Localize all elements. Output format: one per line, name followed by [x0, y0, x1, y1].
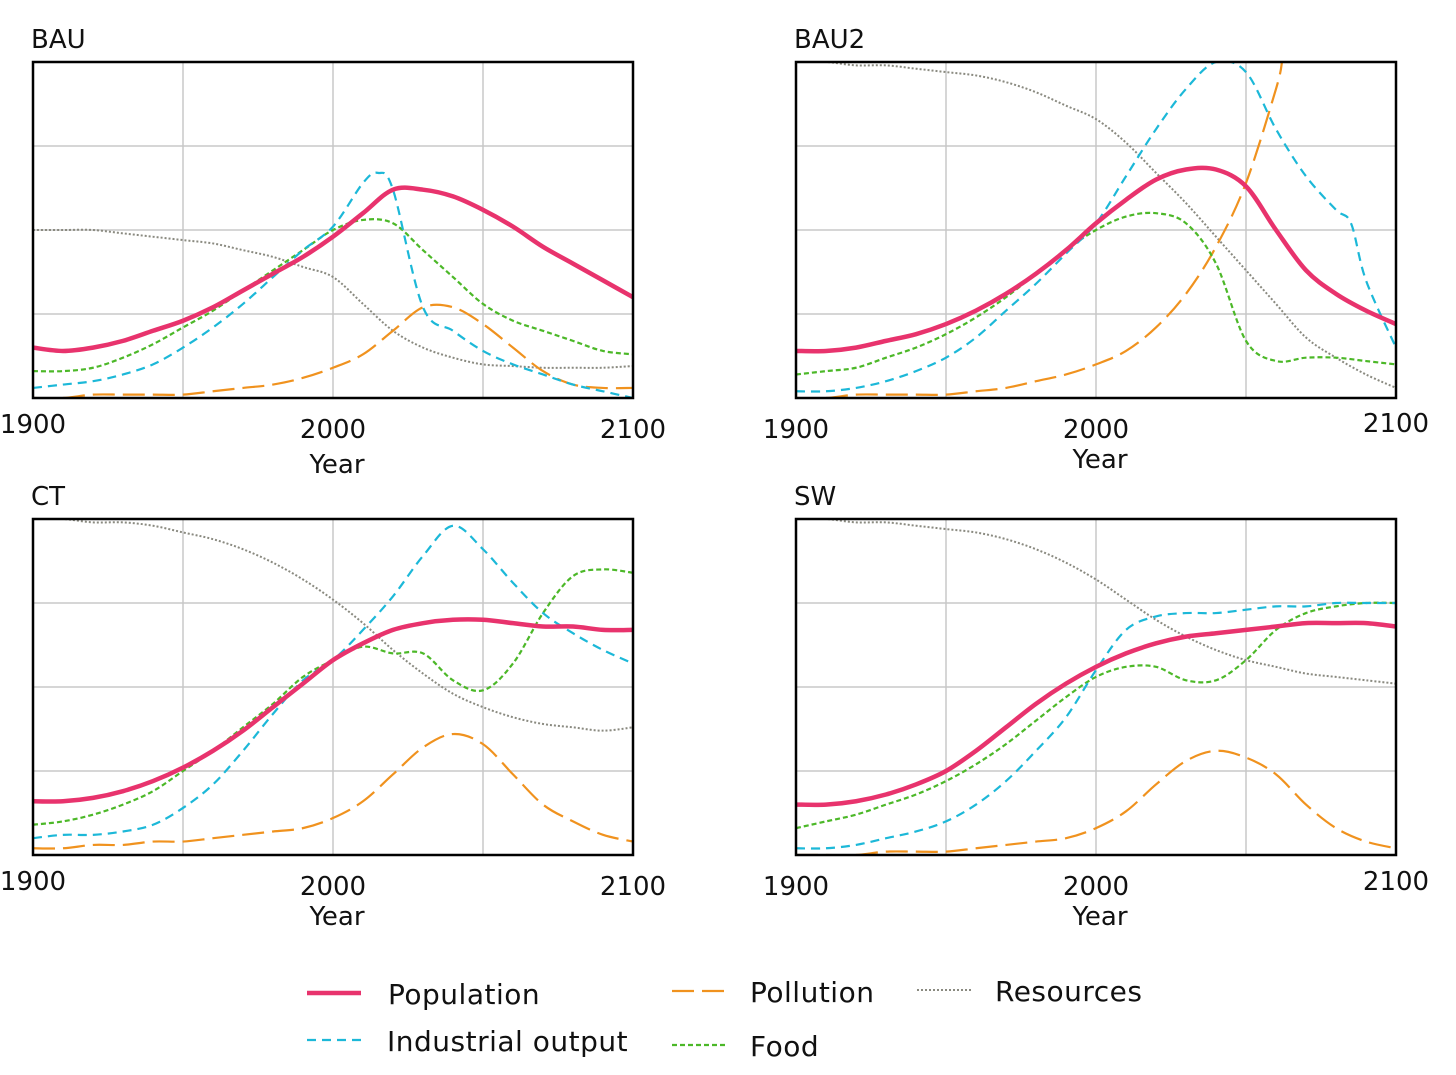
x-axis-label: Year [308, 902, 364, 932]
panel-title: SW [794, 482, 836, 512]
chart-panel-sw: SW 1900 2000 2100 Year [763, 482, 1429, 932]
x-tick-label: 2000 [300, 415, 366, 445]
legend-label: Pollution [750, 976, 874, 1009]
panel-title: CT [31, 482, 65, 512]
series-group [33, 519, 633, 850]
legend-label: Food [750, 1030, 819, 1063]
series-line-pollution [33, 732, 633, 850]
x-tick-label: 2000 [1063, 872, 1129, 902]
legend-label: Resources [995, 975, 1143, 1008]
series-line-industrial-output [796, 62, 1396, 393]
x-tick-label: 1900 [0, 867, 66, 897]
series-line-resources [796, 62, 1396, 389]
series-line-resources [33, 519, 633, 732]
series-line-pollution [796, 62, 1284, 398]
series-line-food [796, 601, 1396, 830]
plot-frame [31, 517, 635, 857]
panel-title: BAU [31, 25, 86, 55]
gridlines [796, 519, 1396, 855]
x-axis-label: Year [308, 450, 364, 480]
chart-panel-bau: BAU 1900 2000 2100 Year [0, 25, 666, 480]
series-line-population [33, 185, 633, 354]
series-line-industrial-output [33, 171, 633, 398]
chart-panel-ct: CT 1900 2000 2100 Year [0, 482, 666, 932]
x-tick-label: 2100 [600, 415, 666, 445]
x-axis-label: Year [1071, 445, 1127, 475]
legend-item-resources: Resources [917, 975, 1143, 1008]
legend-label: Population [388, 978, 540, 1011]
legend: Population Industrial output Pollution Food… [307, 975, 1143, 1063]
plot-frame [31, 60, 635, 400]
x-tick-label: 2100 [1363, 867, 1429, 897]
x-tick-label: 2000 [1063, 415, 1129, 445]
plot-frame [794, 60, 1398, 400]
legend-label: Industrial output [387, 1025, 628, 1058]
legend-item-pollution: Pollution [672, 976, 874, 1009]
series-line-population [33, 617, 633, 804]
gridlines [33, 519, 633, 855]
series-line-population [796, 620, 1396, 808]
plot-frame [794, 517, 1398, 857]
x-tick-label: 2000 [300, 872, 366, 902]
x-tick-label: 1900 [0, 410, 66, 440]
series-line-food [796, 211, 1396, 376]
series-line-resources [33, 228, 633, 369]
series-line-food [33, 218, 633, 373]
series-line-population [796, 165, 1396, 354]
chart-panel-bau2: BAU2 1900 2000 2100 Year [763, 25, 1429, 475]
legend-item-industrial-output: Industrial output [307, 1025, 628, 1058]
legend-item-food: Food [672, 1030, 819, 1063]
series-group [796, 519, 1396, 855]
series-group [33, 171, 633, 398]
panel-title: BAU2 [794, 25, 865, 55]
x-tick-label: 1900 [763, 872, 829, 902]
x-tick-label: 2100 [600, 872, 666, 902]
legend-item-population: Population [307, 978, 540, 1011]
series-group [796, 62, 1396, 398]
series-line-pollution [33, 303, 633, 398]
series-line-pollution [796, 749, 1396, 855]
x-tick-label: 1900 [763, 415, 829, 445]
x-tick-label: 2100 [1363, 409, 1429, 439]
x-axis-label: Year [1071, 902, 1127, 932]
